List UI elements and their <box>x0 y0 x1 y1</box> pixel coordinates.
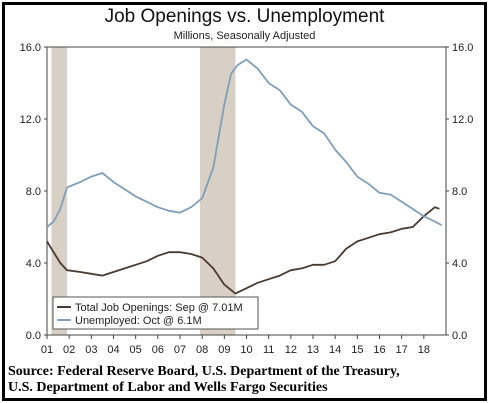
y-tick-label-right: 0.0 <box>452 330 467 342</box>
x-tick-label: 07 <box>174 344 186 356</box>
series-line-0 <box>46 206 440 295</box>
x-tick-label: 03 <box>85 344 97 356</box>
x-tick-label: 18 <box>418 344 430 356</box>
y-tick-label-left: 12.0 <box>20 114 41 126</box>
recession-band-0 <box>51 47 67 335</box>
y-tick-label-left: 8.0 <box>26 186 41 198</box>
legend-label-0: Total Job Openings: Sep @ 7.01M <box>75 302 243 314</box>
legend-box <box>52 296 259 330</box>
x-tick-label: 17 <box>396 344 408 356</box>
chart-subtitle: Millions, Seasonally Adjusted <box>173 30 316 42</box>
x-tick-label: 11 <box>263 344 274 356</box>
x-tick-label: 14 <box>329 344 341 356</box>
y-tick-label-right: 12.0 <box>452 114 473 126</box>
x-tick-label: 12 <box>285 344 297 356</box>
recession-band-1 <box>199 47 236 335</box>
x-tick-label: 10 <box>240 344 252 356</box>
x-tick-label: 06 <box>152 344 164 356</box>
x-tick-label: 04 <box>107 344 119 356</box>
x-tick-label: 16 <box>373 344 385 356</box>
x-tick-label: 05 <box>130 344 142 356</box>
x-tick-label: 08 <box>196 344 208 356</box>
x-tick-label: 13 <box>307 344 319 356</box>
y-tick-label-left: 16.0 <box>20 42 41 54</box>
legend-label-1: Unemployed: Oct @ 6.1M <box>75 315 202 327</box>
x-tick-label: 01 <box>41 344 53 356</box>
y-tick-label-right: 8.0 <box>452 186 467 198</box>
x-tick-label: 15 <box>351 344 363 356</box>
source-note: Source: Federal Reserve Board, U.S. Depa… <box>8 364 400 395</box>
chart-title: Job Openings vs. Unemployment <box>104 6 385 27</box>
series-line-1 <box>46 58 443 228</box>
x-tick-label: 02 <box>63 344 75 356</box>
plot-area-border <box>46 46 447 336</box>
y-tick-label-right: 16.0 <box>452 42 473 54</box>
x-tick-label: 09 <box>218 344 230 356</box>
y-tick-label-left: 4.0 <box>26 258 41 270</box>
y-tick-label-right: 4.0 <box>452 258 467 270</box>
y-tick-label-left: 0.0 <box>26 330 41 342</box>
